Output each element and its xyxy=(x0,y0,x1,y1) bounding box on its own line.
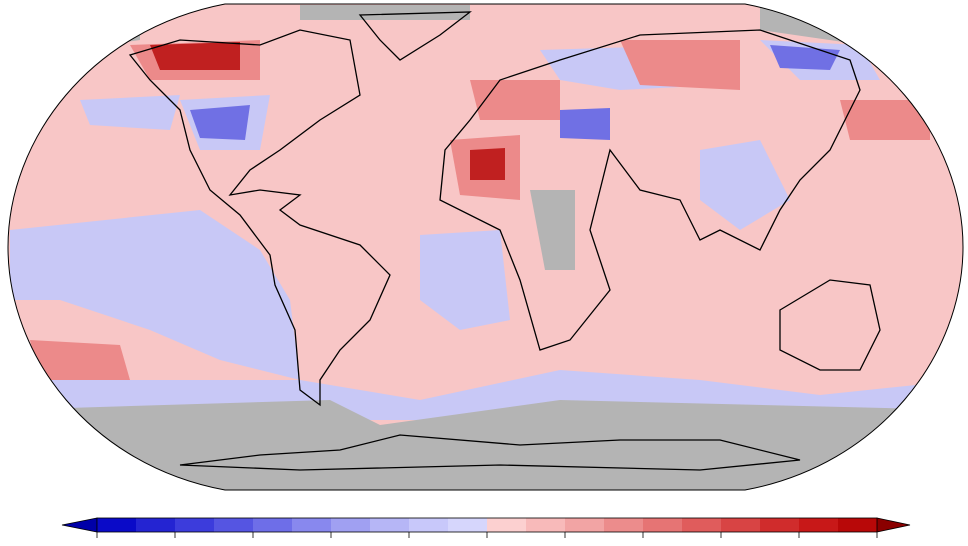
colorbar-cell xyxy=(448,518,488,532)
colorbar-cell xyxy=(253,518,293,532)
colorbar-cell xyxy=(643,518,683,532)
map-border xyxy=(7,3,964,491)
colorbar-cell xyxy=(565,518,605,532)
colorbar-cell xyxy=(331,518,371,532)
colorbar-cell xyxy=(604,518,644,532)
colorbar-cell xyxy=(370,518,410,532)
colorbar-cell xyxy=(409,518,449,532)
colorbar-cell xyxy=(799,518,839,532)
colorbar xyxy=(61,517,911,538)
colorbar-cell xyxy=(175,518,215,532)
anomaly-map xyxy=(8,4,963,490)
strong-cool xyxy=(190,45,840,140)
colorbar-cell xyxy=(136,518,176,532)
colorbar-cell xyxy=(838,518,878,532)
colorbar-cell xyxy=(97,518,137,532)
colorbar-low-arrow xyxy=(61,517,98,533)
coastlines xyxy=(128,11,881,471)
colorbar-cell xyxy=(682,518,722,532)
colorbar-cell xyxy=(721,518,761,532)
colorbar-cell xyxy=(526,518,566,532)
colorbar-cell xyxy=(487,518,527,532)
colorbar-high-arrow xyxy=(876,517,911,533)
colorbar-cell xyxy=(214,518,254,532)
colorbar-cell xyxy=(760,518,800,532)
strong-warm xyxy=(150,42,505,180)
colorbar-cell xyxy=(292,518,332,532)
